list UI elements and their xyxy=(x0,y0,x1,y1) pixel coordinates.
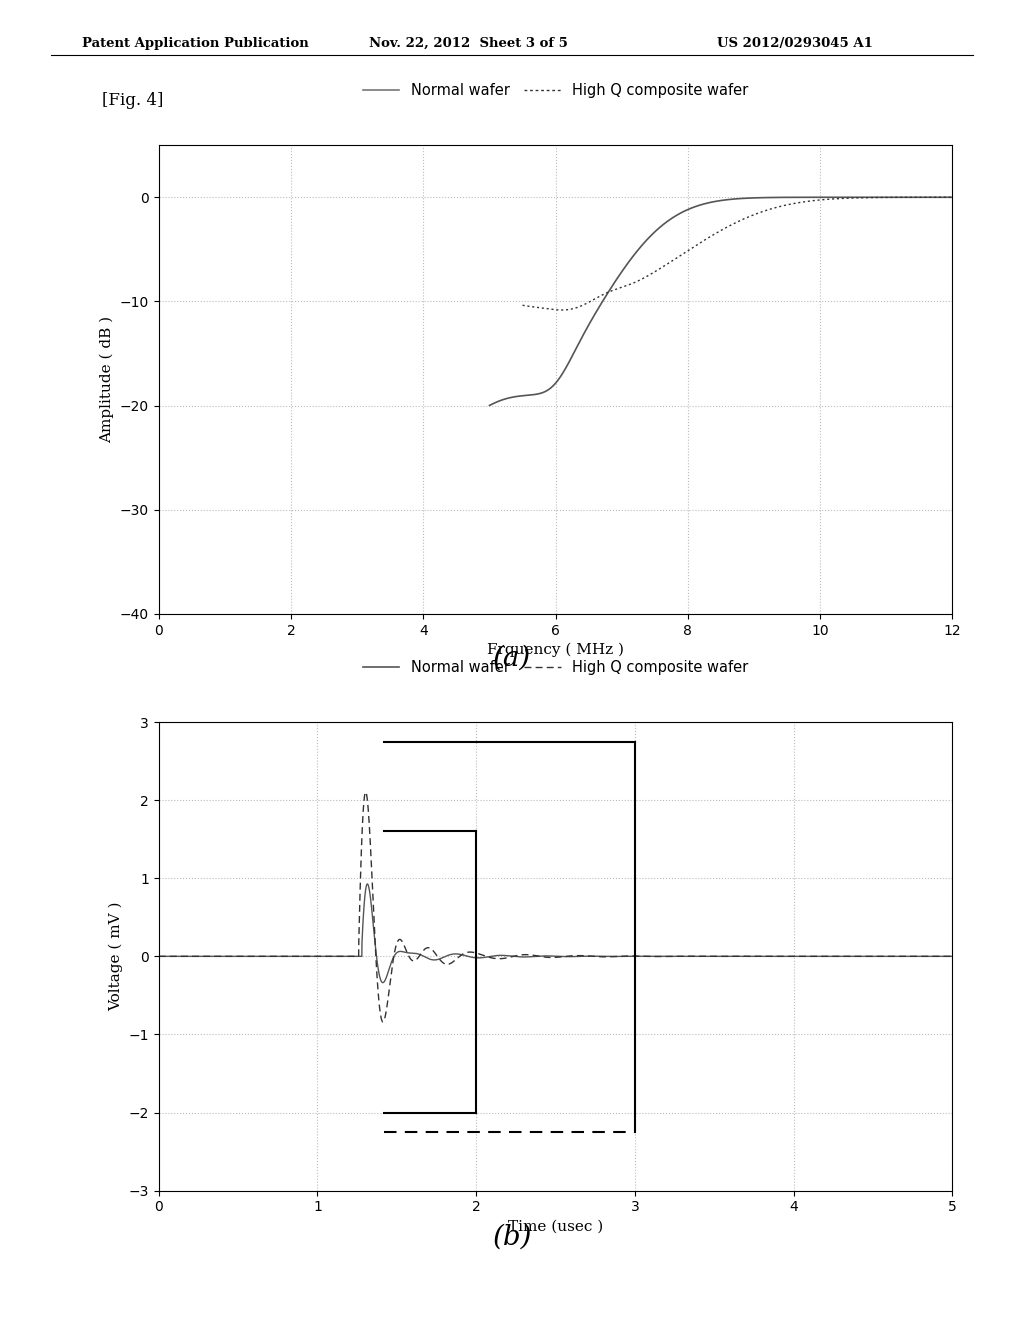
Text: Patent Application Publication: Patent Application Publication xyxy=(82,37,308,50)
Text: [Fig. 4]: [Fig. 4] xyxy=(102,92,164,110)
Text: US 2012/0293045 A1: US 2012/0293045 A1 xyxy=(717,37,872,50)
Text: (a): (a) xyxy=(493,644,531,671)
Y-axis label: Amplitude ( dB ): Amplitude ( dB ) xyxy=(99,315,115,444)
X-axis label: Time (usec ): Time (usec ) xyxy=(508,1220,603,1234)
Text: (b): (b) xyxy=(493,1224,531,1250)
X-axis label: Frquency ( MHz ): Frquency ( MHz ) xyxy=(487,643,624,657)
Legend: Normal wafer, High Q composite wafer: Normal wafer, High Q composite wafer xyxy=(356,78,755,104)
Text: Nov. 22, 2012  Sheet 3 of 5: Nov. 22, 2012 Sheet 3 of 5 xyxy=(369,37,567,50)
Y-axis label: Voltage ( mV ): Voltage ( mV ) xyxy=(109,902,123,1011)
Legend: Normal wafer, High Q composite wafer: Normal wafer, High Q composite wafer xyxy=(356,655,755,681)
